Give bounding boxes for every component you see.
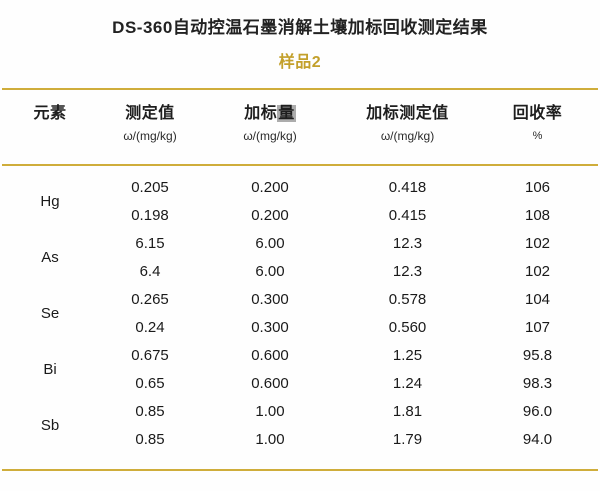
cell-spike-amount: 0.600 xyxy=(251,374,289,392)
cell-spiked-measured-value: 12.3 xyxy=(392,262,423,280)
cell-recovery-rate: 104 xyxy=(524,290,551,308)
cell-spiked-measured-value: 0.415 xyxy=(388,206,427,224)
column-header-unit: ω/(mg/kg) xyxy=(243,129,297,143)
cell-recovery-rate: 108 xyxy=(524,206,551,224)
cell-spike-amount: 0.600 xyxy=(251,346,289,364)
cell-measured-value: 0.85 xyxy=(135,402,165,420)
table-header-rule xyxy=(2,164,598,166)
cell-measured-value: 6.15 xyxy=(135,234,165,252)
cell-spiked-measured-value: 0.578 xyxy=(388,290,427,308)
cell-spike-amount: 0.300 xyxy=(251,290,289,308)
element-label: As xyxy=(41,248,59,266)
cell-recovery-rate: 106 xyxy=(524,178,551,196)
cell-measured-value: 0.24 xyxy=(135,318,165,336)
element-label: Sb xyxy=(40,416,60,434)
element-label: Se xyxy=(40,304,60,322)
cell-measured-value: 0.85 xyxy=(135,430,165,448)
sample-subtitle: 样品2 xyxy=(278,54,322,71)
table-header-row: 元素 测定值 ω/(mg/kg) 加标量 ω/(mg/kg) 加标测定值 ω/(… xyxy=(0,90,600,164)
cell-spiked-measured-value: 1.81 xyxy=(392,402,423,420)
column-header-label: 加标测定值 xyxy=(366,105,449,122)
column-header-spike-amount: 加标量 ω/(mg/kg) xyxy=(200,102,340,164)
cell-spike-amount: 6.00 xyxy=(255,262,285,280)
cell-spike-amount: 6.00 xyxy=(255,234,285,252)
cell-spiked-measured-value: 0.560 xyxy=(388,318,427,336)
cell-measured-value: 6.4 xyxy=(139,262,161,280)
cell-spike-amount: 0.200 xyxy=(251,178,289,196)
cell-measured-value: 0.675 xyxy=(131,346,169,364)
cell-recovery-rate: 102 xyxy=(524,234,551,252)
column-header-label: 元素 xyxy=(33,105,67,122)
column-header-element: 元素 xyxy=(0,102,100,164)
column-header-unit: ω/(mg/kg) xyxy=(380,129,435,143)
cell-recovery-rate: 96.0 xyxy=(522,402,553,420)
column-header-label-part: 加标 xyxy=(244,105,278,122)
table-top-rule xyxy=(2,88,598,90)
cell-recovery-rate: 94.0 xyxy=(522,430,553,448)
column-header-measured-value: 测定值 ω/(mg/kg) xyxy=(100,102,200,164)
cell-measured-value: 0.265 xyxy=(131,290,169,308)
column-header-label: 回收率 xyxy=(512,105,563,122)
selected-text-highlight: 量 xyxy=(277,105,296,122)
cell-recovery-rate: 98.3 xyxy=(522,374,553,392)
cell-spiked-measured-value: 1.24 xyxy=(392,374,423,392)
element-label: Hg xyxy=(40,192,60,210)
cell-spike-amount: 1.00 xyxy=(255,402,285,420)
column-header-unit: ω/(mg/kg) xyxy=(123,129,177,143)
cell-spiked-measured-value: 1.25 xyxy=(392,346,423,364)
cell-spiked-measured-value: 1.79 xyxy=(392,430,423,448)
column-header-label: 加标量 xyxy=(200,102,340,126)
cell-measured-value: 0.65 xyxy=(135,374,165,392)
cell-recovery-rate: 107 xyxy=(524,318,551,336)
cell-spike-amount: 1.00 xyxy=(255,430,285,448)
table-bottom-rule xyxy=(2,469,598,471)
cell-spike-amount: 0.200 xyxy=(251,206,289,224)
cell-spike-amount: 0.300 xyxy=(251,318,289,336)
cell-measured-value: 0.205 xyxy=(131,178,169,196)
cell-recovery-rate: 102 xyxy=(524,262,551,280)
page-title: DS-360自动控温石墨消解土壤加标回收测定结果 xyxy=(112,18,488,37)
column-header-spiked-measured-value: 加标测定值 ω/(mg/kg) xyxy=(340,102,475,164)
column-header-recovery-rate: 回收率 % xyxy=(475,102,600,164)
cell-recovery-rate: 95.8 xyxy=(522,346,553,364)
cell-spiked-measured-value: 0.418 xyxy=(388,178,427,196)
table-body: Hg 0.205 0.200 0.418 106 0.198 0.200 0.4… xyxy=(0,166,600,469)
element-label: Bi xyxy=(43,360,57,378)
column-header-unit: % xyxy=(532,130,543,142)
cell-measured-value: 0.198 xyxy=(131,206,169,224)
cell-spiked-measured-value: 12.3 xyxy=(392,234,423,252)
column-header-label: 测定值 xyxy=(125,105,175,122)
